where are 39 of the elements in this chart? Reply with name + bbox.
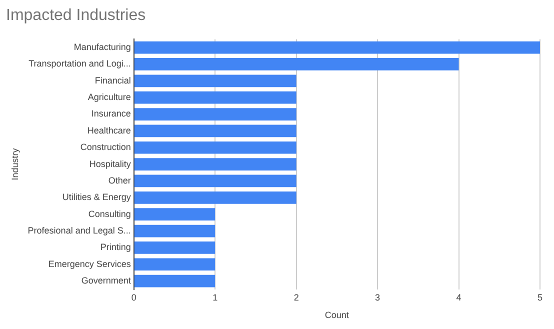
- y-tick-label: Insurance: [91, 108, 131, 119]
- y-tick-label: Other: [108, 175, 131, 186]
- y-tick-label: Consulting: [88, 208, 131, 219]
- y-tick-label: Emergency Services: [48, 258, 132, 269]
- y-tick-label: Construction: [80, 142, 131, 152]
- bar: [134, 91, 296, 104]
- x-tick-label: 3: [375, 292, 380, 302]
- bar: [134, 242, 216, 254]
- bar: [134, 174, 296, 188]
- bar: [134, 158, 296, 170]
- y-tick-label: Utilities & Energy: [62, 192, 132, 202]
- bar: [134, 224, 216, 238]
- bar: [134, 58, 459, 70]
- x-tick-label: 1: [212, 292, 218, 302]
- bar: [134, 208, 216, 221]
- bar: [134, 108, 296, 120]
- x-tick-label: 5: [537, 292, 543, 302]
- y-tick-label: Government: [81, 276, 132, 286]
- y-tick-label: Manufacturing: [74, 42, 131, 52]
- y-tick-label: Profesional and Legal S...: [28, 226, 131, 236]
- y-tick-label: Transportation and Logi...: [28, 58, 131, 69]
- x-tick-label: 4: [456, 292, 462, 302]
- bar: [134, 258, 216, 271]
- x-axis-title: Count: [324, 310, 350, 320]
- y-tick-label: Financial: [94, 75, 131, 86]
- y-tick-label: Printing: [100, 242, 131, 252]
- y-axis-title: Industry: [10, 148, 20, 180]
- bar: [134, 74, 296, 88]
- x-tick-label: 0: [131, 292, 136, 302]
- bar: [134, 274, 216, 288]
- x-tick-label: 2: [294, 292, 299, 302]
- y-tick-label: Agriculture: [88, 92, 131, 102]
- bar: [134, 141, 296, 154]
- y-tick-label: Hospitality: [89, 158, 132, 169]
- chart-title: Impacted Industries: [6, 7, 146, 24]
- bar: [134, 41, 540, 54]
- bar: [134, 191, 296, 204]
- y-tick-label: Healthcare: [87, 125, 131, 136]
- bar: [134, 124, 296, 138]
